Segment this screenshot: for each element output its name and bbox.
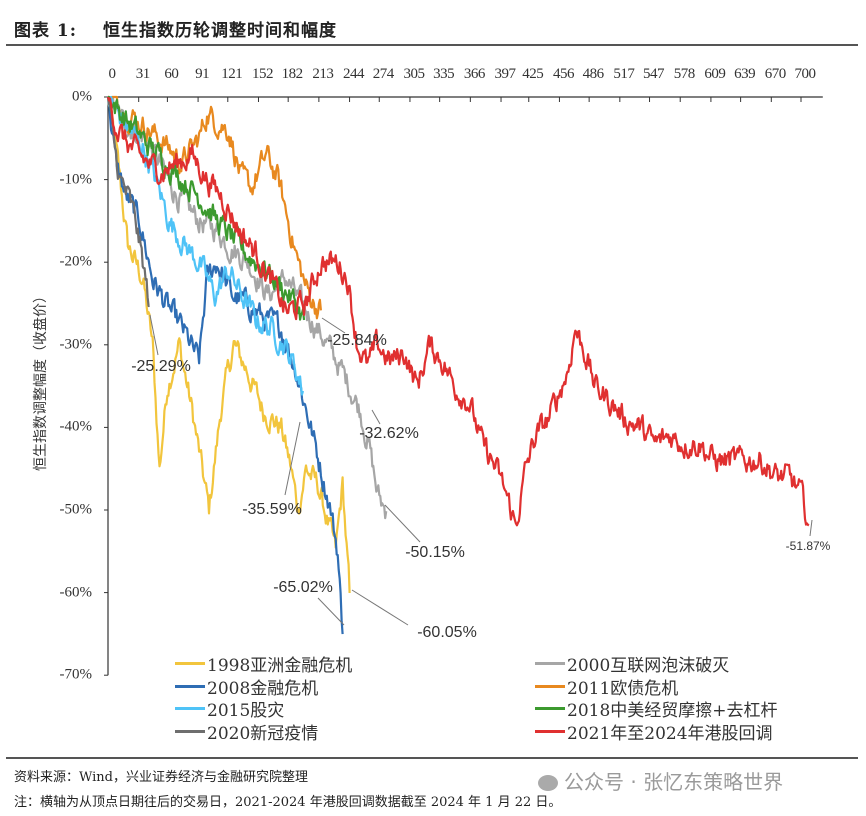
annotation-2000: -50.15%: [405, 544, 465, 561]
x-tick-label: 152: [251, 66, 274, 82]
legend-item: 2021年至2024年港股回调: [535, 719, 773, 744]
y-tick-label: -40%: [59, 418, 93, 435]
annotation-2015: -35.59%: [242, 501, 302, 518]
x-tick-label: 670: [764, 66, 787, 82]
watermark-text: 公众号 · 张忆东策略世界: [564, 770, 784, 794]
x-tick-label: 397: [494, 66, 517, 82]
legend-item: 2015股灾: [175, 696, 284, 721]
annotation-leader: [284, 421, 301, 496]
wechat-icon: [538, 775, 558, 791]
annotation-leader: [384, 504, 421, 543]
x-tick-label: 0: [108, 66, 117, 82]
x-tick-label: 121: [221, 66, 243, 82]
legend-swatch: [175, 684, 205, 688]
x-tick-label: 578: [673, 66, 696, 82]
legend-swatch: [535, 707, 565, 710]
x-tick-label: 609: [704, 66, 726, 82]
legend-label: 2000互联网泡沫破灭: [567, 656, 730, 676]
x-tick-label: 213: [312, 66, 334, 82]
x-tick-label: 60: [164, 66, 179, 82]
annotation-2008: -65.02%: [273, 579, 333, 596]
x-tick-label: 31: [135, 66, 151, 82]
footnote: 注：横轴为从顶点日期往后的交易日，2021-2024 年港股回调数据截至 202…: [14, 795, 562, 810]
legend-swatch: [175, 662, 205, 665]
legend-swatch: [535, 684, 565, 688]
x-tick-label: 517: [613, 66, 635, 82]
figure-number: 图表 1:: [14, 21, 78, 41]
x-tick-label: 182: [281, 66, 304, 82]
x-tick-label: 425: [522, 66, 544, 82]
legend-swatch: [535, 662, 565, 665]
x-tick-label: 547: [643, 66, 665, 82]
legend-item: 2011欧债危机: [535, 674, 678, 699]
legend-label: 2020新冠疫情: [207, 723, 319, 744]
legend-label: 1998亚洲金融危机: [207, 656, 353, 676]
watermark: 公众号 · 张忆东策略世界: [538, 766, 783, 795]
annotation-leader: [317, 597, 345, 626]
y-tick-label: 0%: [72, 88, 92, 105]
y-tick-label: -30%: [59, 336, 93, 353]
legend-item: 2018中美经贸摩擦+去杠杆: [535, 696, 778, 721]
x-tick-label: 274: [372, 66, 395, 82]
annotation-2011: -25.84%: [327, 332, 387, 349]
legend-swatch: [175, 707, 205, 710]
legend-label: 2018中美经贸摩擦+去杠杆: [567, 701, 778, 721]
legend-label: 2015股灾: [207, 701, 285, 721]
footer-rule: [6, 757, 858, 759]
y-tick-label: -20%: [59, 253, 93, 270]
figure-title-text: 恒生指数历轮调整时间和幅度: [103, 21, 338, 41]
x-tick-label: 335: [433, 66, 455, 82]
source-note: 资料来源：Wind，兴业证券经济与金融研究院整理: [14, 770, 308, 785]
x-tick-label: 639: [734, 66, 756, 82]
legend-label: 2021年至2024年港股回调: [567, 723, 773, 744]
legend-label: 2008金融危机: [207, 678, 319, 699]
series-line-2: [106, 96, 344, 635]
annotation-leader: [809, 519, 813, 537]
x-tick-label: 456: [552, 66, 575, 82]
series-line-3: [107, 95, 322, 320]
annotation-1998: -60.05%: [417, 624, 477, 641]
y-tick-label: -70%: [59, 666, 93, 683]
figure-title: 图表 1: 恒生指数历轮调整时间和幅度: [14, 16, 337, 41]
legend-swatch: [535, 729, 565, 733]
y-tick-label: -10%: [59, 171, 93, 188]
annotation-leader: [321, 317, 346, 334]
legend-item: 2008金融危机: [175, 674, 318, 699]
annotation-2021-end: -51.87%: [785, 539, 831, 553]
x-tick-label: 244: [343, 66, 365, 82]
legend-item: 1998亚洲金融危机: [175, 651, 352, 676]
x-tick-label: 366: [463, 66, 486, 82]
series-line-1: [106, 96, 388, 520]
y-tick-label: -60%: [59, 584, 93, 601]
legend-item: 2000互联网泡沫破灭: [535, 651, 729, 676]
header-rule: [6, 44, 858, 46]
x-tick-label: 91: [195, 66, 210, 82]
annotation-leader: [371, 409, 381, 425]
x-tick-label: 700: [794, 66, 817, 82]
series-line-7: [106, 96, 810, 527]
series-line-0: [106, 96, 351, 594]
annotation-2021-low: -32.62%: [359, 425, 419, 442]
x-tick-label: 305: [403, 66, 425, 82]
legend-label: 2011欧债危机: [567, 678, 679, 699]
annotation-leader: [351, 589, 409, 626]
legend-swatch: [175, 729, 205, 733]
series-line-6: [106, 96, 150, 308]
y-tick-label: -50%: [59, 501, 93, 518]
legend-item: 2020新冠疫情: [175, 719, 318, 744]
annotation-leader: [149, 314, 159, 356]
annotation-2020: -25.29%: [131, 358, 191, 375]
x-tick-label: 486: [582, 66, 605, 82]
